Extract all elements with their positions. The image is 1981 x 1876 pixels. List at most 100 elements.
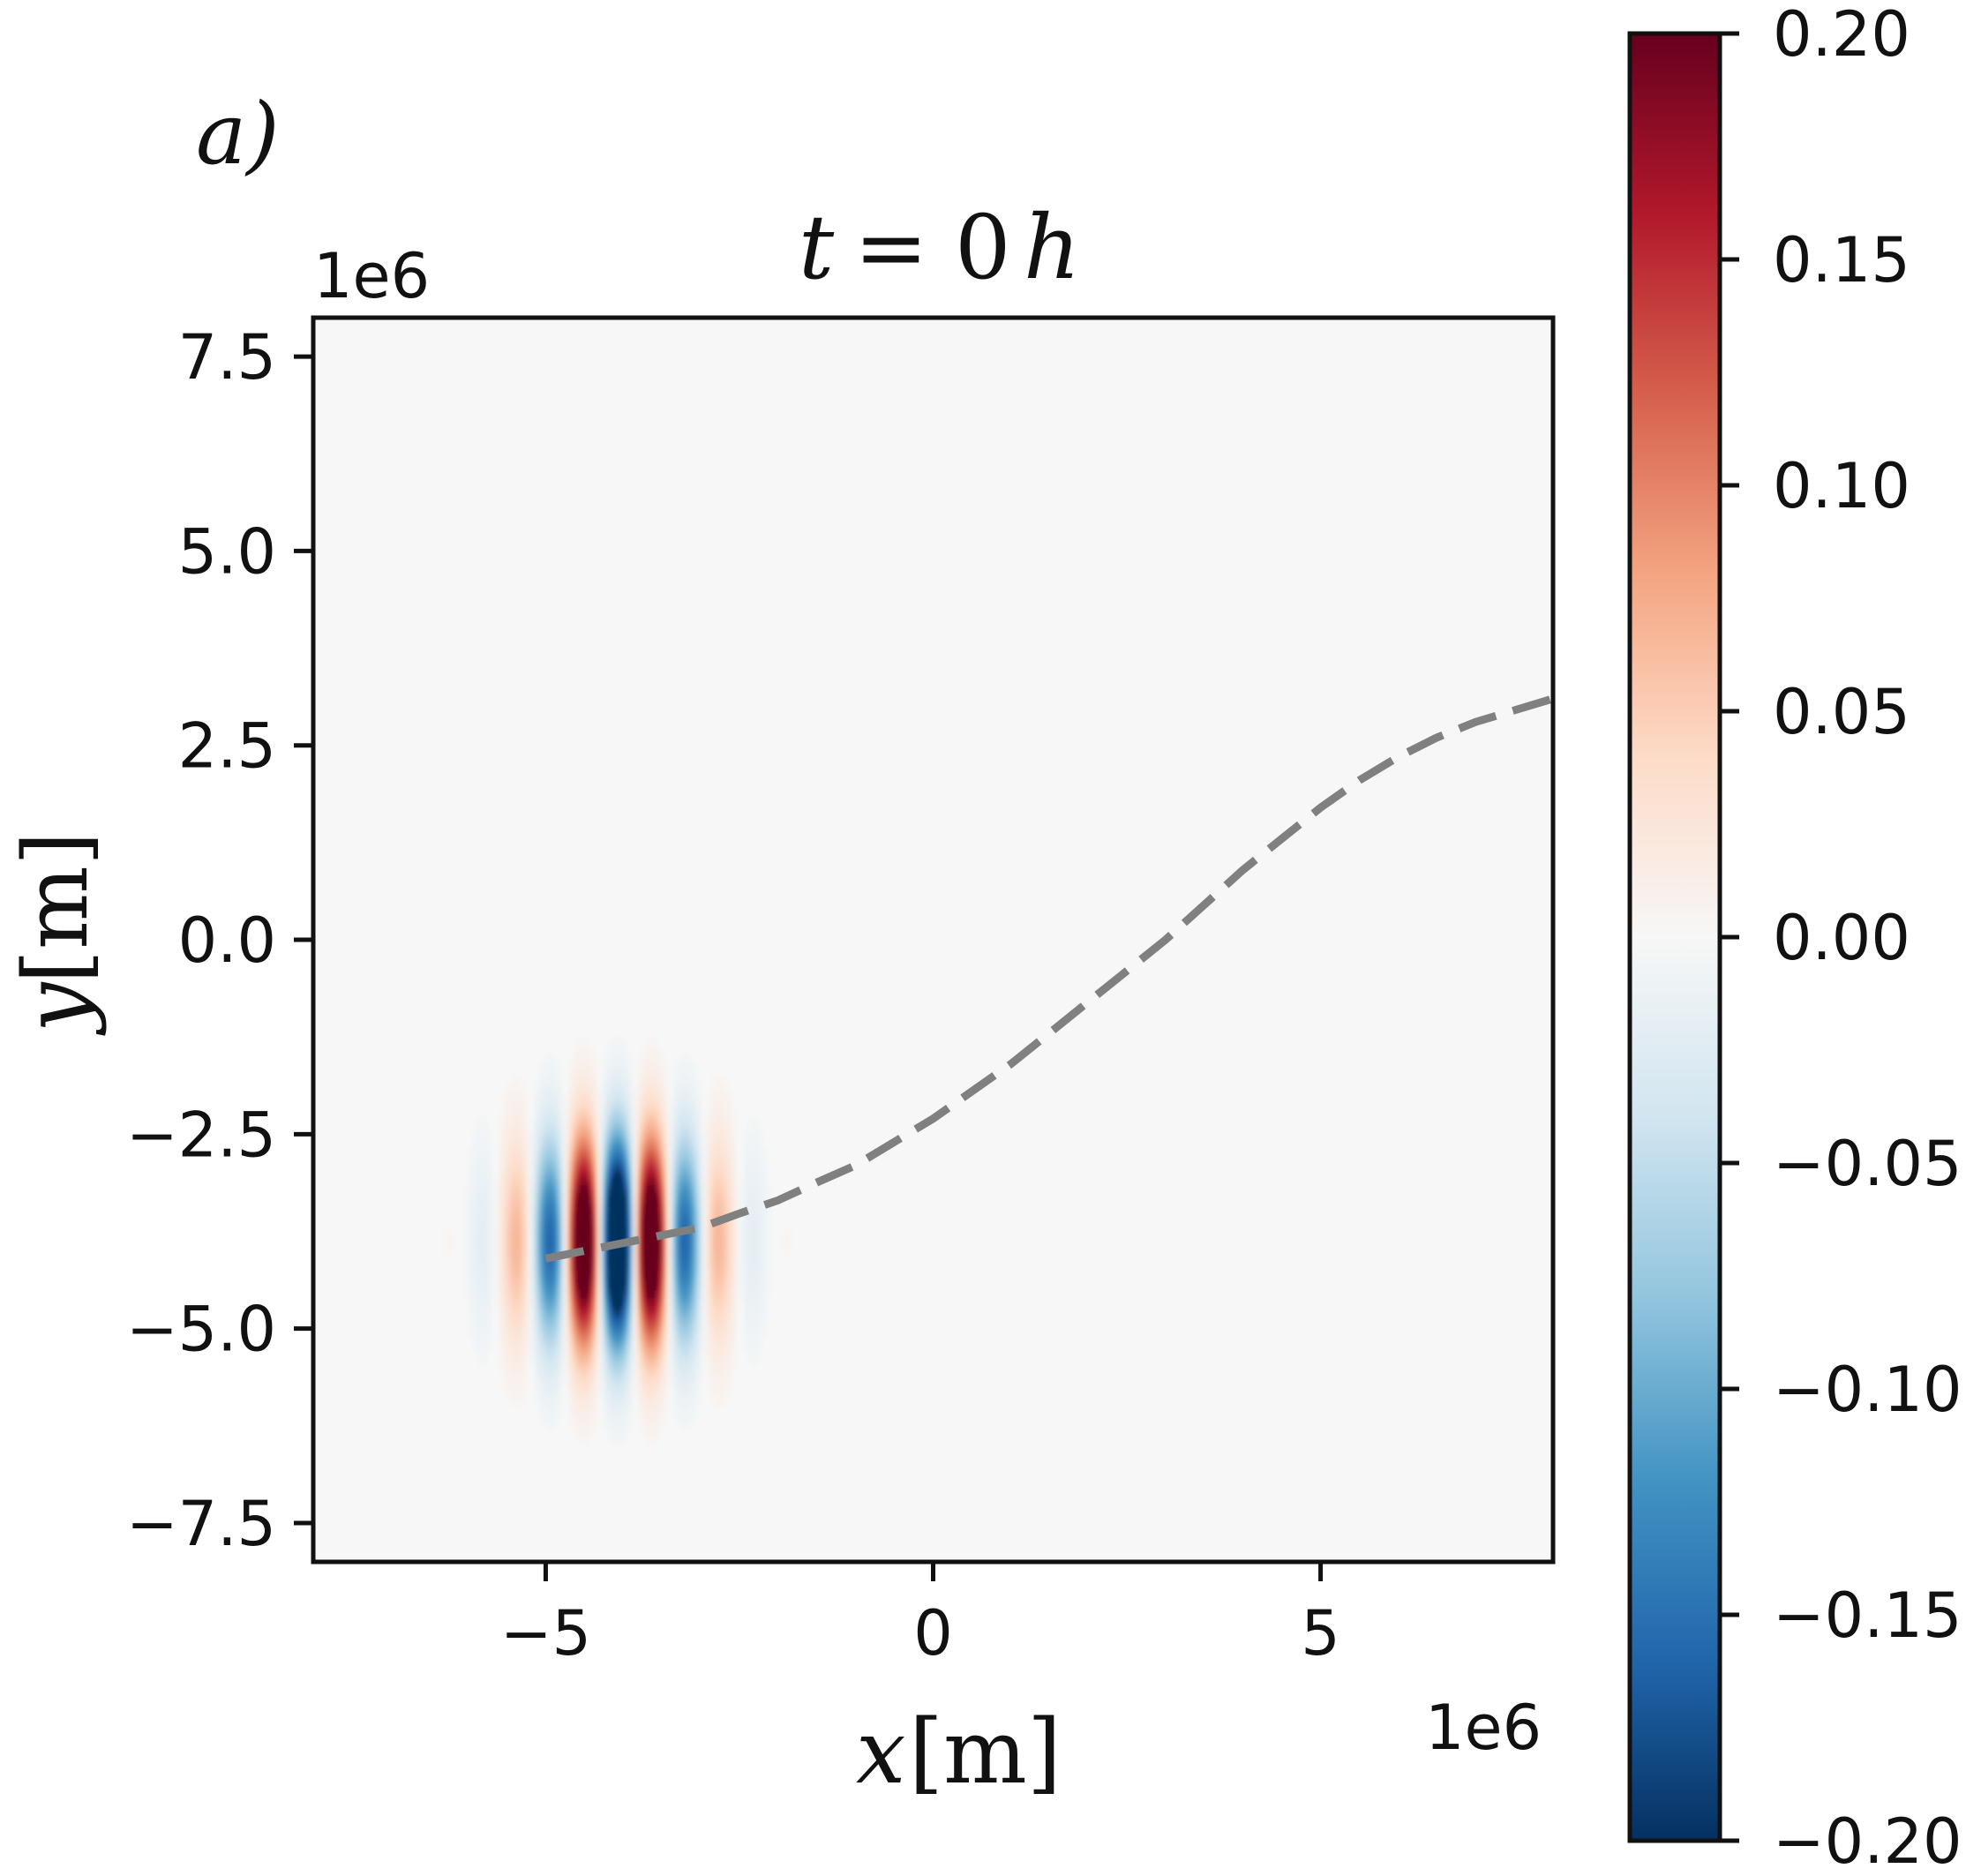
heatmap-cell (581, 1270, 586, 1275)
heatmap-cell (499, 1137, 504, 1143)
heatmap-cell (662, 1317, 667, 1322)
heatmap-cell (581, 1045, 586, 1050)
heatmap-cell (657, 1336, 663, 1341)
heatmap-cell (642, 1281, 648, 1287)
heatmap-cell (669, 1223, 675, 1228)
heatmap-cell (581, 1441, 586, 1446)
heatmap-cell (537, 1153, 543, 1159)
heatmap-cell (576, 1371, 582, 1377)
heatmap-cell (592, 1352, 597, 1357)
heatmap-cell (507, 1355, 512, 1361)
heatmap-cell (607, 1045, 612, 1050)
heatmap-cell (685, 1118, 690, 1123)
heatmap-cell (631, 1332, 636, 1338)
heatmap-cell (479, 1301, 484, 1306)
heatmap-cell (534, 1114, 539, 1120)
heatmap-cell (646, 1184, 651, 1189)
heatmap-cell (514, 1286, 520, 1291)
heatmap-cell (542, 1309, 547, 1314)
heatmap-cell (514, 1084, 520, 1089)
heatmap-cell (545, 1402, 551, 1407)
heatmap-cell (568, 1087, 574, 1092)
heatmap-cell (553, 1422, 559, 1427)
heatmap-cell (534, 1313, 539, 1318)
heatmap-cell (584, 1215, 589, 1220)
heatmap-cell (487, 1270, 492, 1275)
heatmap-cell (615, 1332, 620, 1338)
heatmap-cell (634, 1242, 640, 1248)
heatmap-cell (634, 1103, 640, 1108)
heatmap-cell (549, 1052, 554, 1057)
heatmap-cell (573, 1273, 578, 1279)
heatmap-cell (662, 1336, 667, 1341)
heatmap-cell (681, 1328, 687, 1333)
heatmap-cell (549, 1347, 554, 1353)
heatmap-cell (529, 1266, 536, 1272)
heatmap-cell (495, 1212, 500, 1217)
heatmap-cell (581, 1391, 586, 1396)
heatmap-cell (522, 1367, 528, 1372)
heatmap-cell (657, 1107, 663, 1112)
heatmap-cell (472, 1223, 477, 1228)
heatmap-cell (518, 1367, 523, 1372)
heatmap-cell (514, 1339, 520, 1345)
heatmap-cell (584, 1297, 589, 1302)
heatmap-cell (612, 1391, 617, 1396)
heatmap-cell (638, 1258, 643, 1264)
heatmap-cell (662, 1227, 667, 1233)
heatmap-cell (685, 1099, 690, 1104)
heatmap-cell (646, 1212, 651, 1217)
heatmap-cell (537, 1367, 543, 1372)
heatmap-cell (677, 1064, 682, 1069)
heatmap-cell (576, 1165, 582, 1170)
heatmap-cell (646, 1040, 651, 1046)
heatmap-cell (537, 1262, 543, 1267)
heatmap-cell (627, 1129, 632, 1136)
heatmap-cell (534, 1320, 539, 1325)
heatmap-cell (518, 1305, 523, 1310)
heatmap-cell (662, 1273, 667, 1279)
heatmap-cell (592, 1258, 597, 1264)
heatmap-cell (573, 1095, 578, 1100)
heatmap-cell (545, 1273, 551, 1279)
heatmap-cell (542, 1165, 547, 1170)
heatmap-cell (514, 1270, 520, 1275)
heatmap-cell (507, 1258, 512, 1264)
heatmap-cell (604, 1192, 609, 1197)
heatmap-cell (573, 1367, 578, 1372)
heatmap-cell (592, 1129, 597, 1136)
heatmap-cell (607, 1064, 612, 1069)
heatmap-cell (553, 1110, 559, 1116)
heatmap-cell (476, 1208, 481, 1213)
heatmap-cell (662, 1418, 667, 1423)
heatmap-cell (599, 1294, 605, 1299)
heatmap-cell (607, 1060, 612, 1065)
heatmap-cell (604, 1386, 609, 1392)
heatmap-cell (669, 1347, 675, 1353)
heatmap-cell (615, 1422, 620, 1427)
heatmap-cell (642, 1378, 648, 1384)
heatmap-cell (518, 1095, 523, 1100)
heatmap-cell (484, 1305, 489, 1310)
heatmap-cell (596, 1391, 601, 1396)
heatmap-cell (565, 1301, 570, 1306)
heatmap-cell (542, 1142, 547, 1147)
heatmap-cell (495, 1219, 500, 1225)
heatmap-cell (631, 1262, 636, 1267)
heatmap-cell (685, 1367, 690, 1372)
heatmap-cell (537, 1142, 543, 1147)
heatmap-cell (627, 1079, 632, 1084)
heatmap-cell (487, 1134, 492, 1139)
heatmap-cell (510, 1181, 516, 1186)
heatmap-cell (638, 1103, 643, 1108)
heatmap-cell (607, 1052, 612, 1057)
heatmap-cell (654, 1137, 659, 1143)
heatmap-cell (545, 1332, 551, 1338)
heatmap-cell (627, 1118, 632, 1123)
heatmap-cell (534, 1270, 539, 1275)
heatmap-cell (581, 1286, 586, 1291)
heatmap-cell (681, 1383, 687, 1388)
heatmap-cell (549, 1142, 554, 1147)
heatmap-cell (507, 1110, 512, 1116)
heatmap-cell (623, 1398, 628, 1404)
